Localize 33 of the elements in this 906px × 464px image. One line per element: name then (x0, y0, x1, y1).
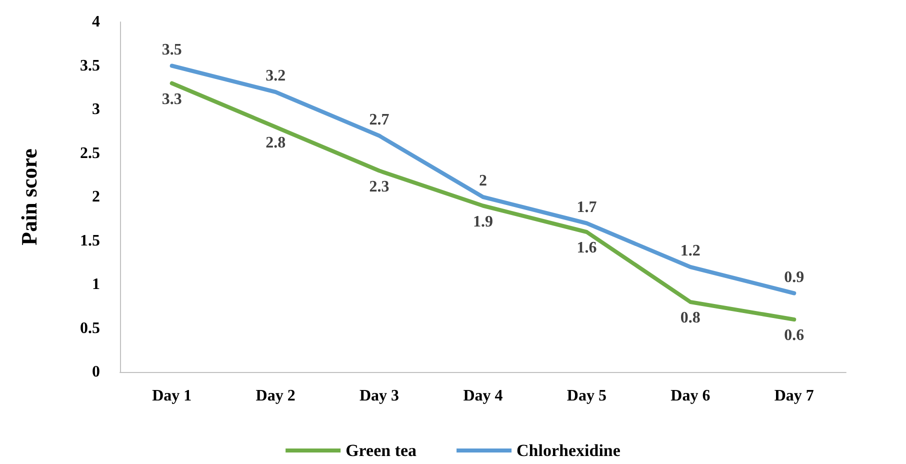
y-tick-label: 1.5 (80, 232, 100, 250)
data-label: 1.2 (680, 242, 700, 260)
data-label: 2.8 (266, 134, 286, 152)
data-label: 1.7 (576, 198, 597, 216)
data-label: 0.8 (680, 310, 700, 326)
legend-label: Chlorhexidine (516, 441, 621, 460)
y-tick-label: 4 (92, 14, 100, 30)
data-label: 1.6 (576, 240, 597, 256)
x-tick-label: Day 7 (774, 388, 814, 404)
y-tick-label: 1 (92, 276, 100, 293)
x-tick-label: Day 1 (152, 388, 192, 404)
data-label: 3.2 (266, 68, 286, 84)
y-tick-label: 2.5 (80, 144, 100, 162)
data-label: 0.9 (784, 268, 804, 286)
x-tick-label: Day 2 (256, 388, 296, 404)
y-tick-label: 3 (92, 101, 100, 118)
y-tick-label: 0 (92, 364, 100, 380)
y-tick-label: 0.5 (80, 320, 100, 337)
x-tick-label: Day 5 (566, 388, 606, 404)
data-label: 2 (479, 172, 487, 190)
data-label: 2.3 (369, 178, 390, 196)
x-tick-label: Day 4 (463, 388, 503, 404)
data-label: 0.6 (784, 327, 804, 344)
y-axis-title: Pain score (16, 148, 42, 246)
x-tick-label: Day 6 (670, 388, 710, 404)
y-tick-label: 3.5 (80, 57, 100, 74)
data-label: 1.9 (473, 213, 493, 230)
data-label: 2.7 (369, 111, 390, 128)
data-label: 3.3 (162, 90, 182, 108)
y-tick-label: 2 (92, 188, 100, 206)
x-tick-label: Day 3 (360, 388, 400, 404)
legend-label: Green tea (346, 441, 418, 460)
data-label: 3.5 (162, 41, 182, 58)
